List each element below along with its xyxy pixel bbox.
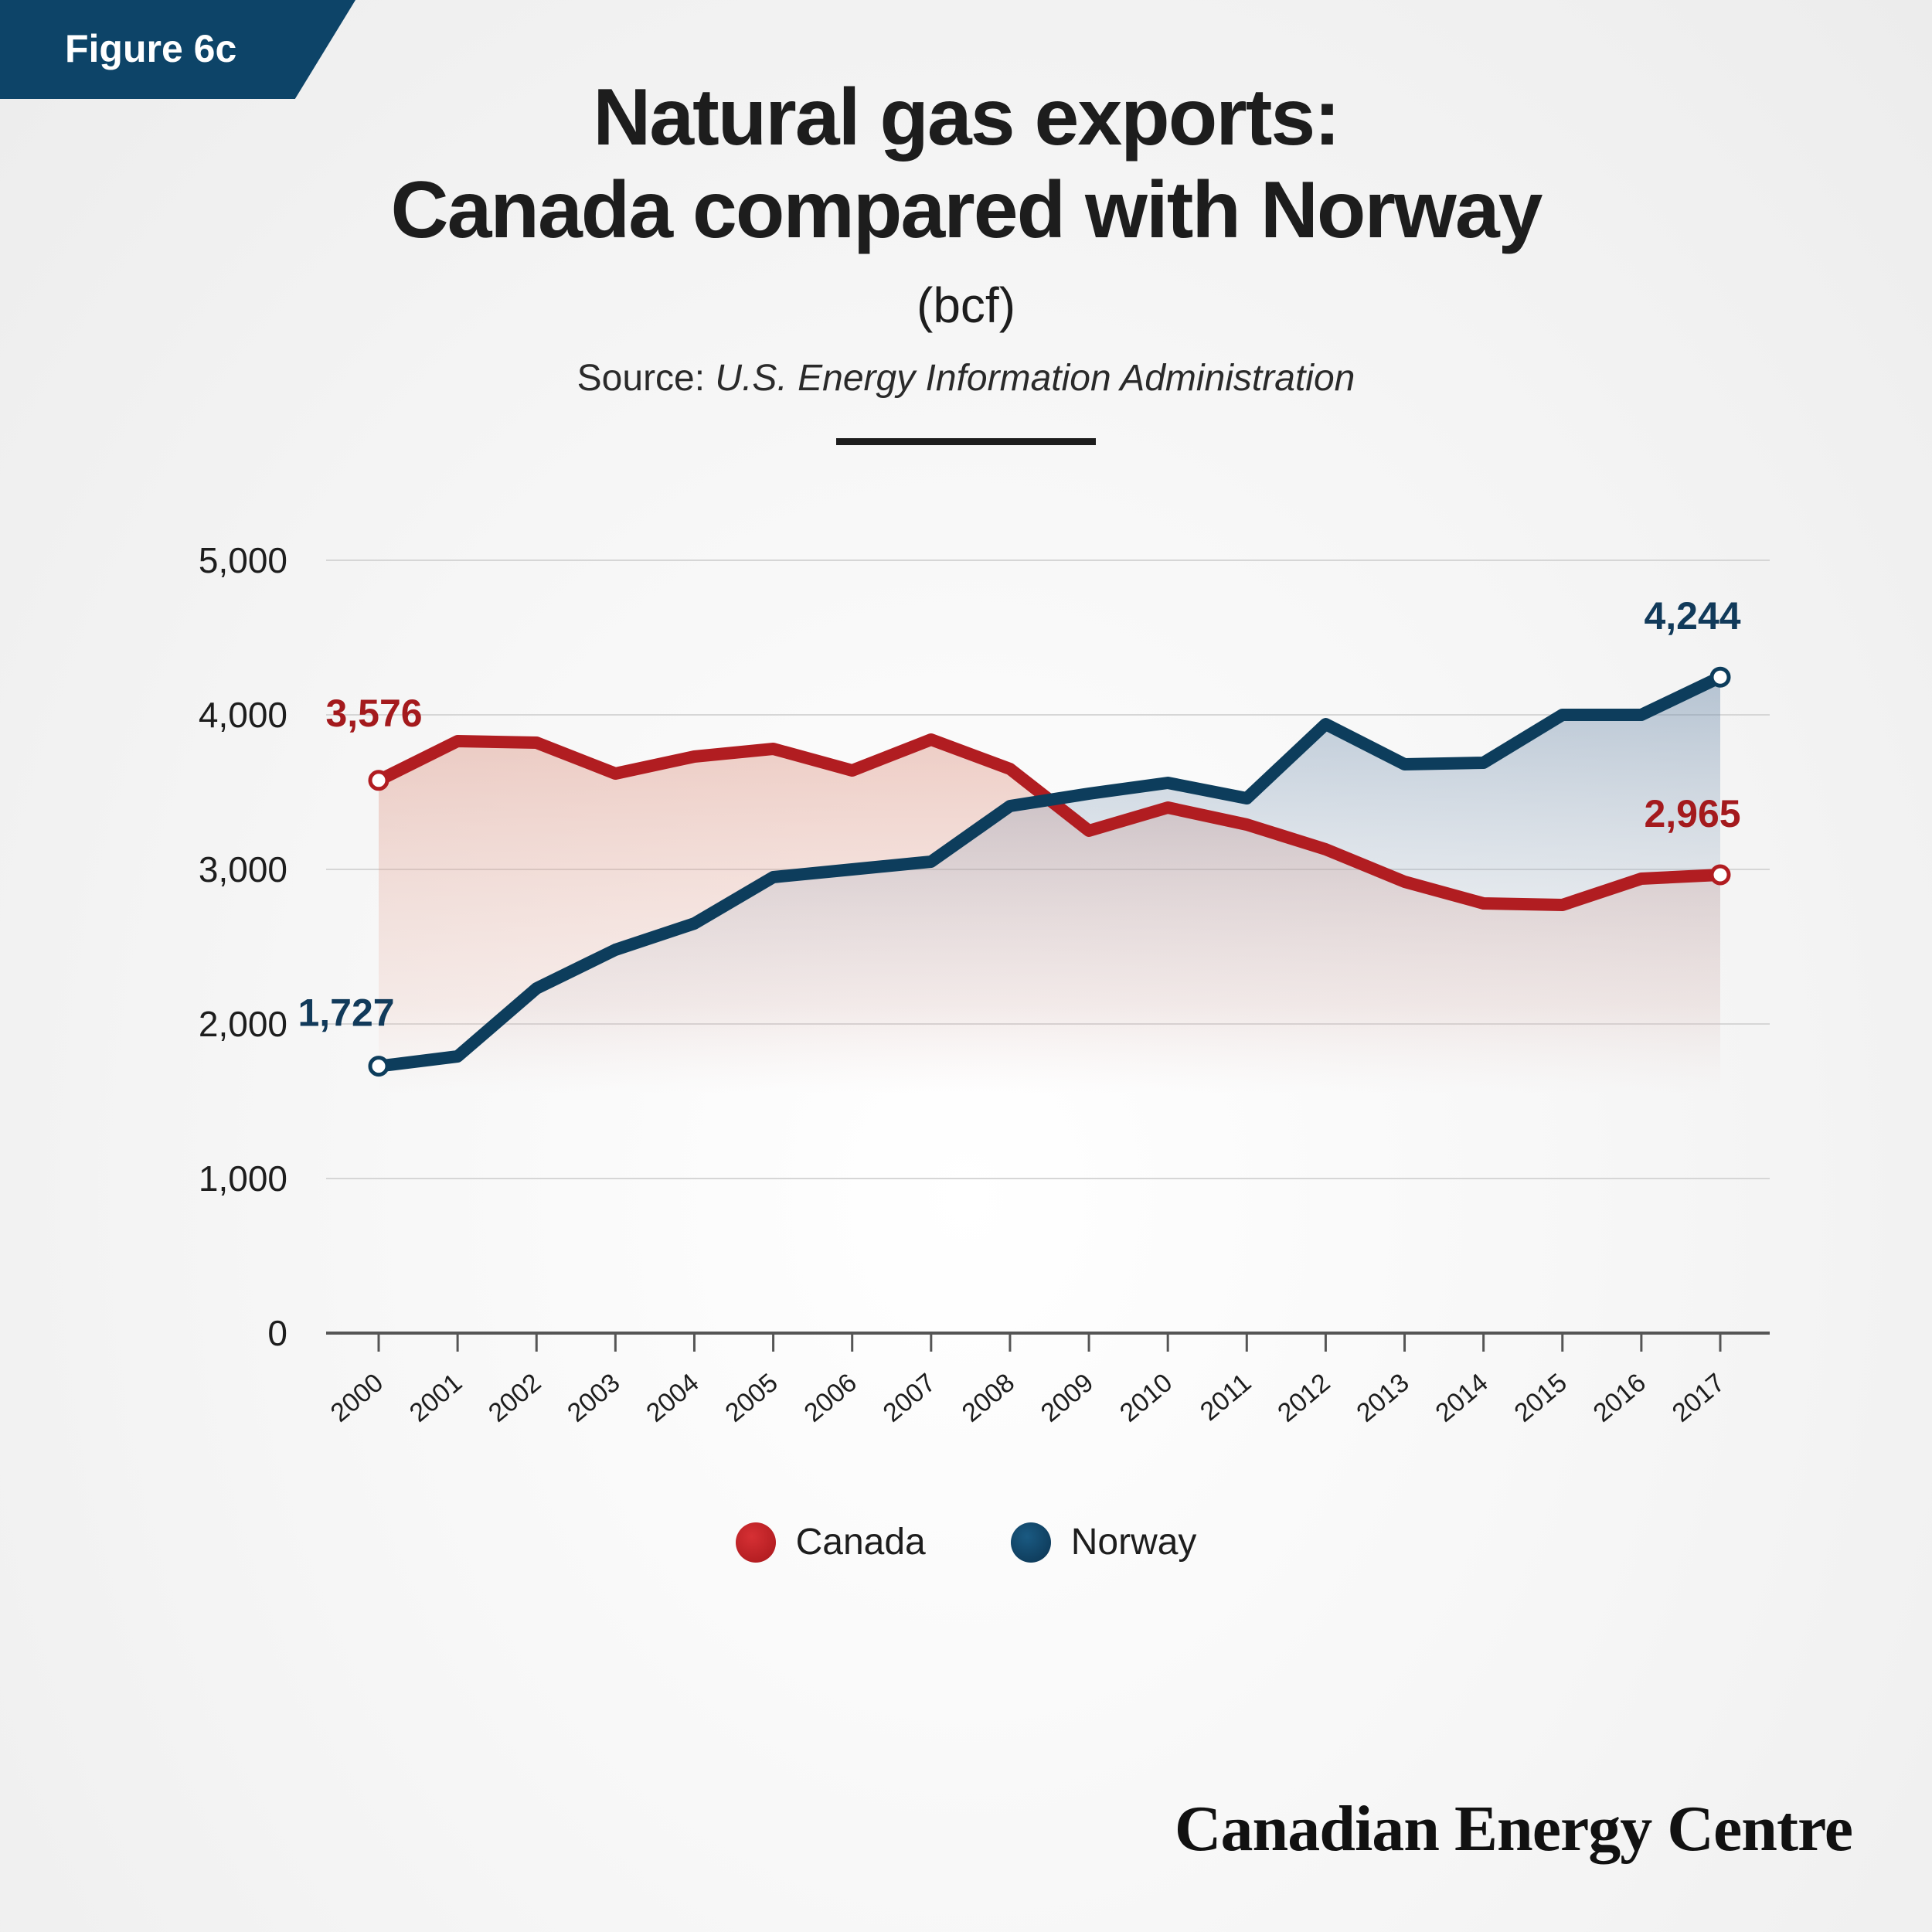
- data-label-norway-start: 1,727: [298, 992, 394, 1035]
- y-tick-label: 0: [267, 1313, 287, 1353]
- y-tick-label: 4,000: [199, 695, 287, 735]
- source-prefix: Source:: [577, 358, 706, 399]
- source-name: U.S. Energy Information Administration: [715, 358, 1355, 399]
- y-tick-label: 2,000: [199, 1004, 287, 1044]
- series-area-norway: [379, 677, 1720, 1094]
- legend-swatch-norway: [1010, 1522, 1051, 1563]
- x-tick-label: 2007: [878, 1368, 941, 1428]
- data-point-norway-start: [368, 1056, 389, 1077]
- y-tick-label: 1,000: [199, 1158, 287, 1199]
- x-tick-label: 2006: [798, 1368, 862, 1428]
- legend-item-norway: Norway: [1010, 1521, 1197, 1563]
- unit-label: (bcf): [917, 277, 1015, 333]
- chart-title-line-2: Canada compared with Norway: [390, 165, 1543, 255]
- data-point-canada-end: [1709, 864, 1731, 886]
- x-tick-label: 2013: [1351, 1368, 1414, 1428]
- x-tick-label: 2016: [1588, 1368, 1651, 1428]
- figure-tag: Figure 6c: [0, 0, 355, 99]
- x-tick-label: 2001: [404, 1368, 468, 1428]
- x-tick-label: 2017: [1667, 1368, 1730, 1428]
- data-point-canada-start: [368, 770, 389, 791]
- data-label-norway-end: 4,244: [1644, 594, 1740, 638]
- x-tick-label: 2004: [641, 1368, 704, 1428]
- x-tick-label: 2015: [1509, 1368, 1573, 1428]
- legend-swatch-canada: [735, 1522, 776, 1563]
- data-label-canada-end: 2,965: [1644, 792, 1740, 835]
- source-line: Source: U.S. Energy Information Administ…: [0, 357, 1932, 400]
- series-line-norway: [372, 671, 1726, 1073]
- figure-label: Figure 6c: [65, 27, 237, 70]
- x-tick-label: 2014: [1430, 1368, 1493, 1428]
- legend-label-canada: Canada: [795, 1522, 926, 1563]
- x-tick-label: 2011: [1195, 1368, 1257, 1427]
- x-tick-label: 2009: [1036, 1368, 1099, 1428]
- y-tick-label: 3,000: [199, 849, 287, 889]
- legend: Canada Norway: [0, 1521, 1932, 1563]
- legend-label-norway: Norway: [1070, 1522, 1197, 1563]
- x-tick-label: 2012: [1272, 1368, 1335, 1428]
- data-label-canada-start: 3,576: [325, 692, 422, 735]
- y-tick-label: 5,000: [199, 540, 287, 580]
- x-tick-label: 2005: [719, 1368, 783, 1428]
- x-tick-label: 2008: [957, 1368, 1020, 1428]
- title-divider: [836, 438, 1096, 445]
- chart-title-line-1: Natural gas exports:: [593, 73, 1341, 162]
- x-tick-label: 2002: [483, 1368, 546, 1428]
- x-tick-label: 2010: [1114, 1368, 1178, 1428]
- legend-item-canada: Canada: [735, 1521, 926, 1563]
- x-tick-label: 2000: [325, 1368, 389, 1428]
- x-tick-label: 2003: [562, 1368, 625, 1428]
- data-point-norway-end: [1709, 666, 1731, 688]
- brand-logo: Canadian Energy Centre: [1174, 1793, 1853, 1865]
